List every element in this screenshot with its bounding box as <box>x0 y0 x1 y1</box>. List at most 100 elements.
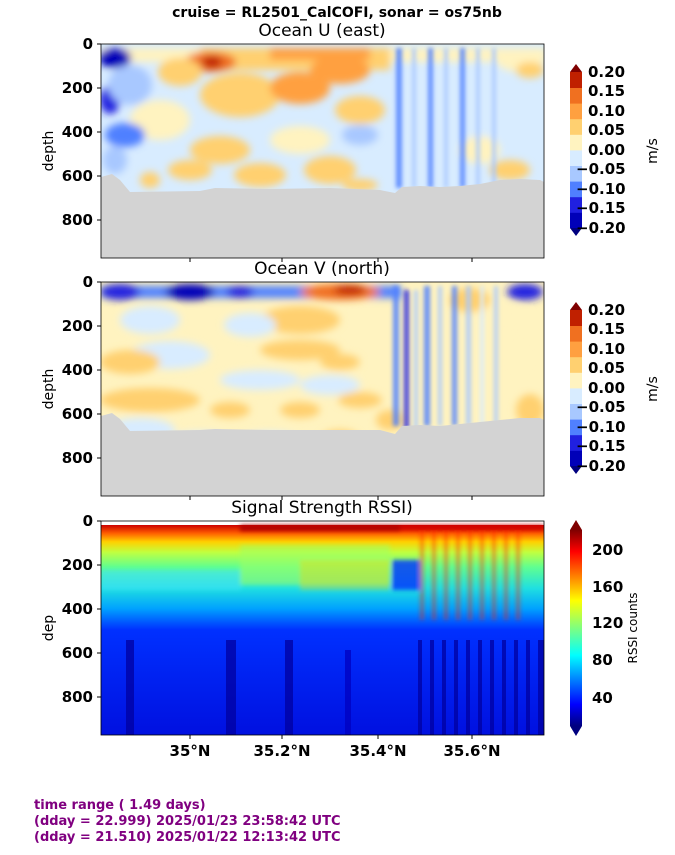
panel-u-colorbar-swatches <box>570 72 582 229</box>
panel-v-colorbar-top-arrow <box>570 302 582 310</box>
panel-u-field <box>101 44 544 258</box>
panel-u-colorbar-swatch <box>570 118 582 135</box>
panel-v-cbar-tick: 0.20 <box>588 301 625 319</box>
panel-rssi-field <box>101 521 544 735</box>
panel-u-colorbar-swatch <box>570 72 582 88</box>
panel-v-colorbar-swatch <box>570 419 582 436</box>
panel-rssi-xtick: 35.4°N <box>349 742 406 760</box>
panel-rssi-colorbar-bottom-arrow <box>570 726 582 736</box>
panel-v-colorbar-swatch <box>570 341 582 358</box>
panel-rssi-x-axis: 35°N 35.2°N 35.4°N 35.6°N <box>170 735 501 760</box>
panel-rssi-ytick: 200 <box>62 556 93 574</box>
panel-u-frame <box>100 43 545 259</box>
panel-u-cbar-tick: 0.05 <box>588 121 625 139</box>
panel-rssi-title: Signal Strength RSSI) <box>231 498 413 518</box>
panel-rssi-colorbar-gradient <box>570 530 582 726</box>
panel-u-ytick: 200 <box>62 79 93 97</box>
panel-v-colorbar-swatch <box>570 310 582 326</box>
panel-rssi-cbar-tick: 160 <box>592 578 623 596</box>
panel-v-colorbar-swatches <box>570 310 582 467</box>
panel-rssi-ytick: 0 <box>83 512 93 530</box>
panel-u-cbar-tick: −0.05 <box>576 160 626 178</box>
panel-v-ytick: 200 <box>62 317 93 335</box>
panel-rssi-xtick: 35.6°N <box>443 742 500 760</box>
panel-u-ytick: 800 <box>62 211 93 229</box>
time-range-line: time range ( 1.49 days) <box>34 798 206 813</box>
panel-u-cbar-tick: −0.15 <box>576 199 626 217</box>
panel-u-colorbar-swatch <box>570 196 582 213</box>
panel-v-cbar-tick: −0.20 <box>576 457 626 475</box>
panel-v-ylabel: depth <box>41 369 57 410</box>
panel-u-cbar-tick: 0.20 <box>588 63 625 81</box>
panel-v-field <box>101 282 544 496</box>
panel-rssi: Signal Strength RSSI) <box>41 498 640 760</box>
panel-v-colorbar: 0.20 0.15 0.10 0.05 0.00 −0.05 −0.10 −0.… <box>570 301 661 475</box>
panel-u-cbar-tick: −0.20 <box>576 219 626 237</box>
panel-u-colorbar-swatch <box>570 103 582 120</box>
panel-u-ytick: 600 <box>62 167 93 185</box>
panel-v-cbar-tick: 0.05 <box>588 359 625 377</box>
panel-v-colorbar-swatch <box>570 434 582 451</box>
panel-rssi-ytick: 600 <box>62 644 93 662</box>
panel-u-ylabel: depth <box>41 131 57 172</box>
panel-rssi-ytick: 400 <box>62 600 93 618</box>
panel-rssi-xtick: 35.2°N <box>253 742 310 760</box>
panel-u-colorbar-swatch <box>570 212 582 229</box>
panel-v-cbar-tick: −0.10 <box>576 418 626 436</box>
panel-u-title: Ocean U (east) <box>258 21 385 41</box>
panel-u-y-axis: 0 200 400 600 800 <box>62 35 101 229</box>
panel-v-cbar-tick: 0.10 <box>588 340 625 358</box>
panel-v-ytick: 0 <box>83 273 93 291</box>
dday-start-line: (dday = 21.510) 2025/01/22 12:13:42 UTC <box>34 830 341 845</box>
panel-u-colorbar-swatch <box>570 87 582 104</box>
panel-v-frame <box>100 281 545 497</box>
panel-u-cbar-tick: −0.10 <box>576 180 626 198</box>
panel-rssi-cbar-tick: 120 <box>592 614 623 632</box>
panel-u-cbar-label: m/s <box>645 138 661 164</box>
panel-v-colorbar-swatch <box>570 450 582 467</box>
panel-v-x-ticks <box>189 496 473 500</box>
panel-rssi-cbar-tick: 40 <box>592 689 613 707</box>
panel-rssi-y-axis: 0 200 400 600 800 <box>62 512 101 706</box>
panel-v-cbar-tick: 0.15 <box>588 320 625 338</box>
panel-v-title: Ocean V (north) <box>254 259 390 279</box>
panel-v-y-axis: 0 200 400 600 800 <box>62 273 101 467</box>
panel-v-colorbar-swatch <box>570 403 582 420</box>
panel-v-ytick: 600 <box>62 405 93 423</box>
panel-u-colorbar-swatch <box>570 181 582 198</box>
panel-rssi-ylabel: dep <box>41 615 57 642</box>
time-range-footer: time range ( 1.49 days) (dday = 22.999) … <box>34 798 341 846</box>
panel-u-colorbar-top-arrow <box>570 64 582 72</box>
panel-v-bathymetry <box>101 413 544 496</box>
panel-v-ytick: 800 <box>62 449 93 467</box>
panel-v-cbar-tick: −0.05 <box>576 398 626 416</box>
panel-v-colorbar-swatch <box>570 325 582 342</box>
panel-rssi-colorbar: 200 160 120 80 40 RSSI counts <box>570 520 640 736</box>
panel-v-ytick: 400 <box>62 361 93 379</box>
panel-rssi-cbar-label: RSSI counts <box>626 592 640 663</box>
panel-rssi-ytick: 800 <box>62 688 93 706</box>
panel-u-ytick: 0 <box>83 35 93 53</box>
panel-ocean-u: Ocean U (east) <box>41 21 661 262</box>
figure-suptitle: cruise = RL2501_CalCOFI, sonar = os75nb <box>172 5 502 21</box>
panel-v-colorbar-swatch <box>570 372 582 389</box>
panel-v-colorbar-swatch <box>570 388 582 404</box>
panel-u-colorbar-bottom-arrow <box>570 228 582 236</box>
panel-u-bathymetry <box>101 174 544 258</box>
panel-u-x-ticks <box>189 258 473 262</box>
panel-u-cbar-tick: 0.15 <box>588 82 625 100</box>
panel-v-cbar-tick: −0.15 <box>576 437 626 455</box>
panel-u-colorbar: 0.20 0.15 0.10 0.05 0.00 −0.05 −0.10 −0.… <box>570 63 661 237</box>
panel-rssi-frame <box>100 520 545 736</box>
panel-u-colorbar-swatch <box>570 134 582 151</box>
panel-rssi-cbar-tick: 200 <box>592 541 623 559</box>
panel-v-cbar-label: m/s <box>645 376 661 402</box>
panel-u-cbar-tick: 0.00 <box>588 141 625 159</box>
panel-u-ytick: 400 <box>62 123 93 141</box>
panel-v-colorbar-bottom-arrow <box>570 466 582 474</box>
panel-ocean-v: Ocean V (north) <box>41 259 661 500</box>
panel-rssi-xtick: 35°N <box>170 742 211 760</box>
panel-v-cbar-tick: 0.00 <box>588 379 625 397</box>
panel-v-colorbar-swatch <box>570 356 582 373</box>
